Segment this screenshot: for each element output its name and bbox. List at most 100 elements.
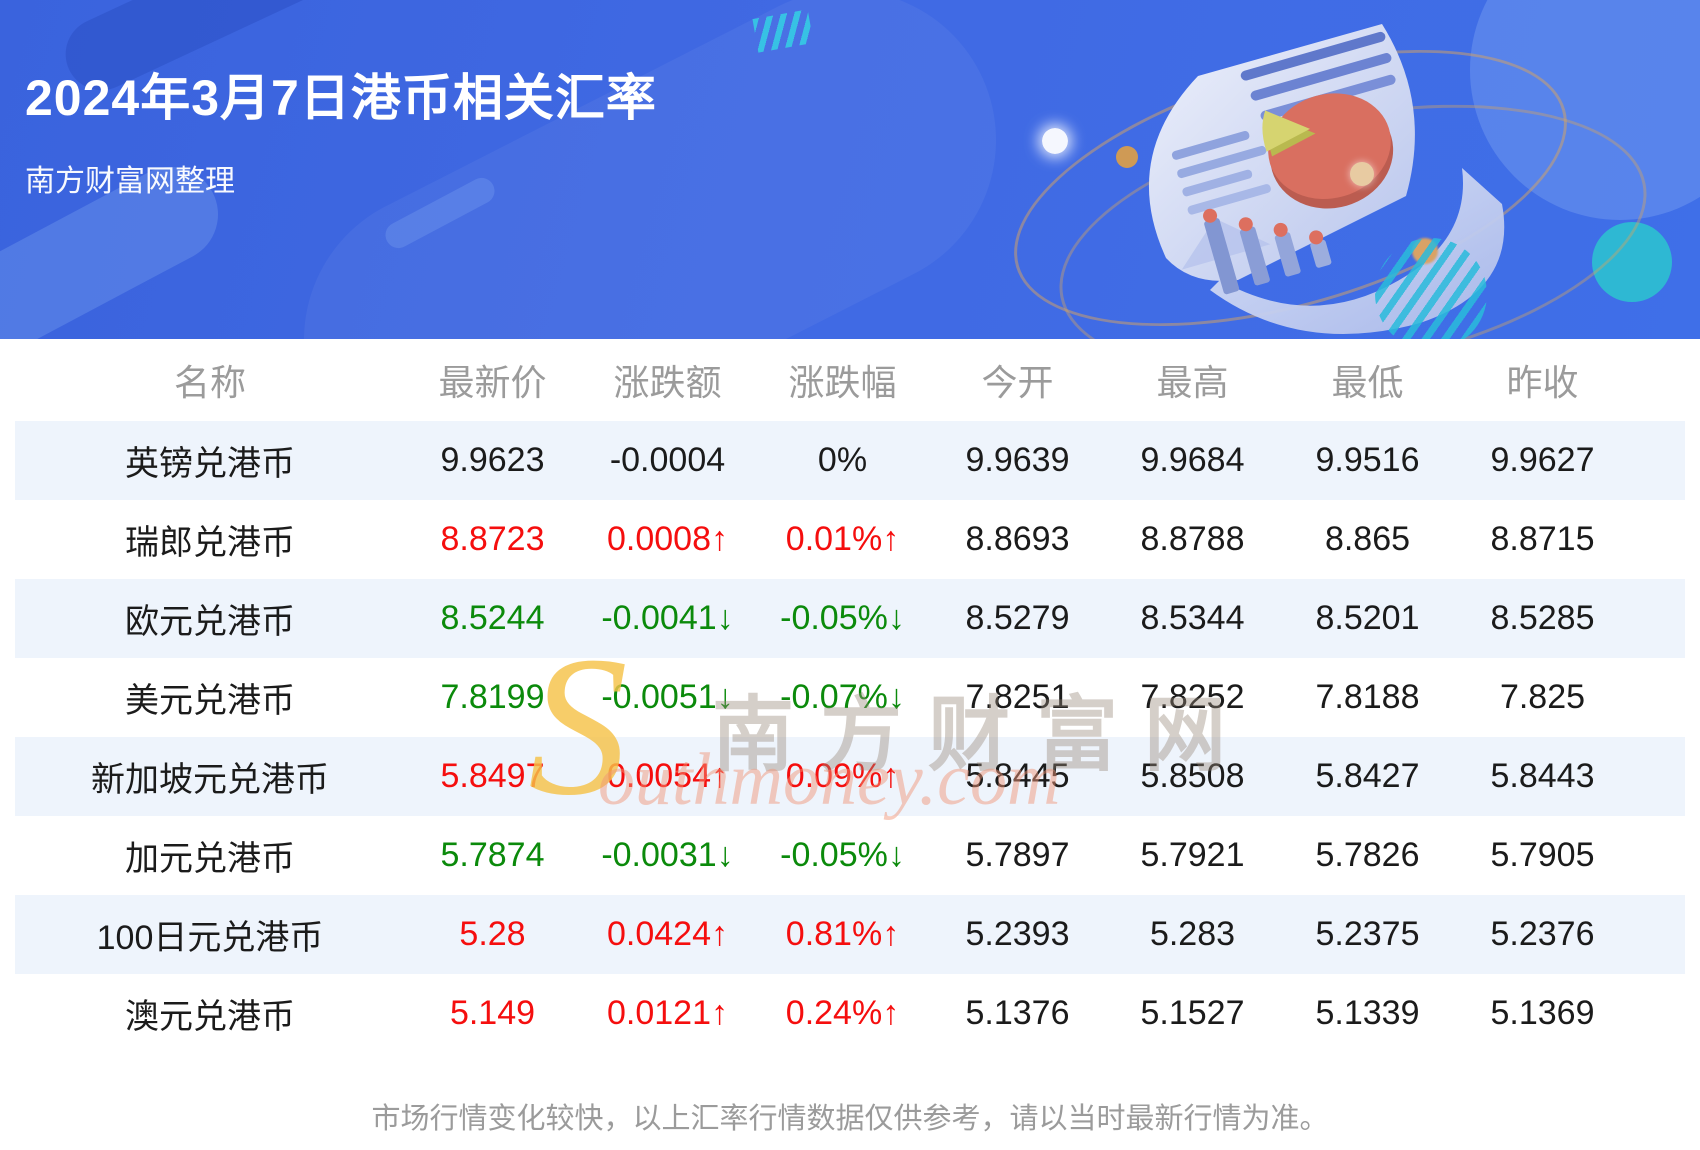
table-header-row: 名称 最新价 涨跌额 涨跌幅 今开 最高 最低 昨收 bbox=[15, 339, 1685, 421]
cell-change-pct: -0.05%↓ bbox=[780, 599, 905, 637]
table-row: 英镑兑港币 9.9623 -0.0004 0% 9.9639 9.9684 9.… bbox=[15, 421, 1685, 500]
rates-table: 名称 最新价 涨跌额 涨跌幅 今开 最高 最低 昨收 英镑兑港币 9.9623 … bbox=[15, 339, 1685, 1053]
cell-name: 加元兑港币 bbox=[125, 840, 295, 878]
cell-open: 9.9639 bbox=[965, 441, 1070, 479]
cell-low: 7.8188 bbox=[1315, 678, 1420, 716]
cell-spacer bbox=[1630, 658, 1685, 737]
decor-teal-stripes bbox=[752, 9, 814, 53]
cell-change-pct: 0.24%↑ bbox=[785, 994, 900, 1032]
cell-latest: 5.8497 bbox=[440, 757, 545, 795]
cell-change-pct: -0.05%↓ bbox=[780, 836, 905, 874]
cell-latest: 5.149 bbox=[449, 994, 536, 1032]
table-row: 新加坡元兑港币 5.8497 0.0054↑ 0.09%↑ 5.8445 5.8… bbox=[15, 737, 1685, 816]
cell-low: 8.865 bbox=[1324, 520, 1411, 558]
page-title: 2024年3月7日港币相关汇率 bbox=[25, 70, 657, 126]
table-row: 瑞郎兑港币 8.8723 0.0008↑ 0.01%↑ 8.8693 8.878… bbox=[15, 500, 1685, 579]
cell-latest: 9.9623 bbox=[440, 441, 545, 479]
cell-spacer bbox=[1630, 974, 1685, 1053]
cell-change-pct: 0.81%↑ bbox=[785, 915, 900, 953]
cell-spacer bbox=[1630, 816, 1685, 895]
cell-open: 7.8251 bbox=[965, 678, 1070, 716]
bar-chart-icon bbox=[1203, 208, 1332, 295]
cell-change: 0.0054↑ bbox=[607, 757, 728, 795]
cell-high: 7.8252 bbox=[1140, 678, 1245, 716]
paper-report-icon bbox=[1148, 24, 1505, 334]
orbit-bead-icon bbox=[1116, 146, 1138, 168]
col-header-spacer bbox=[1630, 339, 1685, 421]
col-header-latest: 最新价 bbox=[438, 362, 547, 403]
striped-circle-decor bbox=[1375, 238, 1487, 339]
cell-change: -0.0004 bbox=[609, 441, 726, 479]
cell-prev-close: 5.2376 bbox=[1490, 915, 1595, 953]
cell-change-pct: 0.09%↑ bbox=[785, 757, 900, 795]
col-header-low: 最低 bbox=[1331, 362, 1404, 403]
orbit-ring-icon bbox=[983, 0, 1598, 339]
table-row: 澳元兑港币 5.149 0.0121↑ 0.24%↑ 5.1376 5.1527… bbox=[15, 974, 1685, 1053]
cell-latest: 8.5244 bbox=[440, 599, 545, 637]
cell-spacer bbox=[1630, 737, 1685, 816]
cell-open: 8.8693 bbox=[965, 520, 1070, 558]
cell-name: 欧元兑港币 bbox=[125, 603, 295, 641]
cell-latest: 5.28 bbox=[459, 915, 526, 953]
cell-spacer bbox=[1630, 500, 1685, 579]
col-header-open: 今开 bbox=[981, 362, 1054, 403]
col-header-high: 最高 bbox=[1156, 362, 1229, 403]
cell-change: 0.0008↑ bbox=[607, 520, 728, 558]
orbit-bead-icon bbox=[1042, 128, 1068, 154]
cell-low: 5.7826 bbox=[1315, 836, 1420, 874]
cell-high: 5.7921 bbox=[1140, 836, 1245, 874]
cell-change-pct: 0% bbox=[817, 441, 868, 479]
cell-spacer bbox=[1630, 421, 1685, 500]
cell-low: 9.9516 bbox=[1315, 441, 1420, 479]
source-line: 南方财富网整理 bbox=[25, 165, 235, 198]
cell-name: 瑞郎兑港币 bbox=[125, 524, 295, 562]
pie-chart-icon bbox=[1262, 93, 1394, 209]
cell-open: 5.1376 bbox=[965, 994, 1070, 1032]
cell-high: 5.1527 bbox=[1140, 994, 1245, 1032]
cell-open: 8.5279 bbox=[965, 599, 1070, 637]
cell-change: -0.0031↓ bbox=[601, 836, 734, 874]
cell-high: 5.8508 bbox=[1140, 757, 1245, 795]
table-row: 100日元兑港币 5.28 0.0424↑ 0.81%↑ 5.2393 5.28… bbox=[15, 895, 1685, 974]
cell-high: 8.8788 bbox=[1140, 520, 1245, 558]
col-header-prev-close: 昨收 bbox=[1506, 362, 1579, 403]
cell-latest: 5.7874 bbox=[440, 836, 545, 874]
col-header-change-pct: 涨跌幅 bbox=[788, 362, 897, 403]
col-header-change: 涨跌额 bbox=[613, 362, 722, 403]
cell-name: 美元兑港币 bbox=[125, 682, 295, 720]
disclaimer: 市场行情变化较快，以上汇率行情数据仅供参考，请以当时最新行情为准。 bbox=[371, 1103, 1329, 1135]
cell-name: 英镑兑港币 bbox=[125, 445, 295, 483]
cell-spacer bbox=[1630, 579, 1685, 658]
cell-open: 5.2393 bbox=[965, 915, 1070, 953]
cell-change: 0.0121↑ bbox=[607, 994, 728, 1032]
cell-low: 8.5201 bbox=[1315, 599, 1420, 637]
cell-open: 5.8445 bbox=[965, 757, 1070, 795]
table-row: 加元兑港币 5.7874 -0.0031↓ -0.05%↓ 5.7897 5.7… bbox=[15, 816, 1685, 895]
banner: 2024年3月7日港币相关汇率 南方财富网整理 bbox=[0, 0, 1700, 339]
content: 名称 最新价 涨跌额 涨跌幅 今开 最高 最低 昨收 英镑兑港币 9.9623 … bbox=[0, 339, 1700, 1137]
cell-high: 5.283 bbox=[1149, 915, 1236, 953]
cell-name: 新加坡元兑港币 bbox=[91, 761, 329, 799]
cell-low: 5.2375 bbox=[1315, 915, 1420, 953]
cell-low: 5.8427 bbox=[1315, 757, 1420, 795]
cell-latest: 8.8723 bbox=[440, 520, 545, 558]
cell-open: 5.7897 bbox=[965, 836, 1070, 874]
cell-change: -0.0041↓ bbox=[601, 599, 734, 637]
cell-prev-close: 5.8443 bbox=[1490, 757, 1595, 795]
cell-high: 9.9684 bbox=[1140, 441, 1245, 479]
cell-name: 澳元兑港币 bbox=[125, 998, 295, 1036]
cell-high: 8.5344 bbox=[1140, 599, 1245, 637]
cell-prev-close: 7.825 bbox=[1499, 678, 1586, 716]
cell-name: 100日元兑港币 bbox=[96, 919, 324, 957]
cell-prev-close: 5.7905 bbox=[1490, 836, 1595, 874]
cell-latest: 7.8199 bbox=[440, 678, 545, 716]
report-illustration bbox=[980, 0, 1700, 339]
orbit-bead-icon bbox=[1412, 238, 1438, 264]
cell-prev-close: 8.8715 bbox=[1490, 520, 1595, 558]
table-row: 欧元兑港币 8.5244 -0.0041↓ -0.05%↓ 8.5279 8.5… bbox=[15, 579, 1685, 658]
cell-prev-close: 9.9627 bbox=[1490, 441, 1595, 479]
table-row: 美元兑港币 7.8199 -0.0051↓ -0.07%↓ 7.8251 7.8… bbox=[15, 658, 1685, 737]
decor-small-pill bbox=[380, 173, 500, 253]
cell-change: 0.0424↑ bbox=[607, 915, 728, 953]
